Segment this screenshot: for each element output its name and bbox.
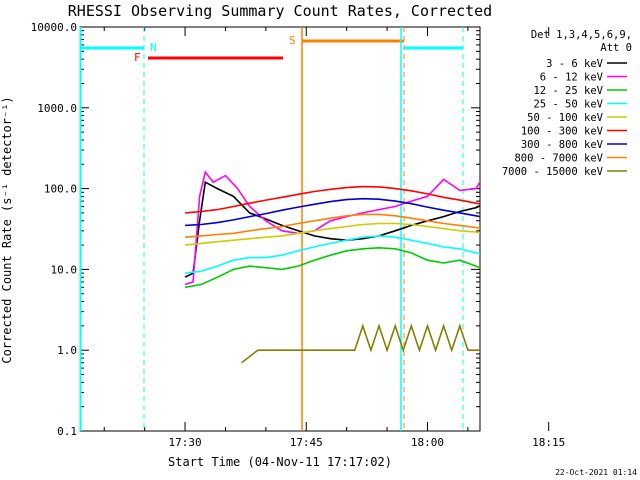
legend-entry-12-25-kev: 12 - 25 keV [533, 85, 603, 97]
y-tick-label: 10000.0 [31, 21, 77, 34]
night-label: N [150, 41, 157, 54]
x-tick-label: 17:45 [290, 436, 323, 449]
legend-header-line-2: Att 0 [600, 42, 632, 54]
legend: Det 1,3,4,5,6,9, Att 0 3 - 6 keV 6 - 12 k… [502, 29, 632, 178]
legend-entry-300-800-kev: 300 - 800 keV [521, 139, 604, 151]
legend-entry-100-300-kev: 100 - 300 keV [521, 126, 604, 138]
series-line-25-50-kev [185, 235, 480, 274]
x-tick-label: 17:30 [168, 436, 201, 449]
x-tick-label: 18:15 [532, 436, 565, 449]
plot-area: 0.1 1.0 10.0 100.0 1000.0 10000.0 17:30 17:45 18… [31, 21, 566, 449]
saa-label: S [289, 34, 296, 47]
legend-entry-800-7000-kev: 800 - 7000 keV [514, 153, 603, 165]
legend-entry-6-12-kev: 6 - 12 keV [540, 72, 604, 84]
legend-entry-25-50-kev: 25 - 50 keV [533, 99, 603, 111]
chart-title: RHESSI Observing Summary Count Rates, Co… [68, 2, 492, 20]
y-tick-label: 0.1 [57, 425, 77, 438]
legend-entry-7000-15000-kev: 7000 - 15000 keV [502, 166, 604, 178]
x-tick-label: 18:00 [411, 436, 444, 449]
series-line-300-800-kev [185, 197, 480, 227]
y-tick-label: 1.0 [57, 344, 77, 357]
series-line-50-100-kev [185, 222, 480, 246]
y-tick-label: 1000.0 [37, 102, 77, 115]
timestamp: 22-Oct-2021 01:14 [555, 468, 637, 477]
legend-entry-3-6-kev: 3 - 6 keV [546, 58, 604, 70]
series-line-12-25-kev [184, 246, 480, 289]
legend-header-line-1: Det 1,3,4,5,6,9, [531, 29, 632, 41]
legend-entry-50-100-kev: 50 - 100 keV [527, 112, 604, 124]
y-tick-label: 10.0 [51, 263, 78, 276]
series-line-3-6-kev [184, 180, 480, 278]
series-line-100-300-kev [185, 185, 480, 214]
x-axis-label: Start Time (04-Nov-11 17:17:02) [168, 455, 392, 469]
flare-label: F [134, 51, 141, 64]
series-line-7000-15000-kev [241, 323, 480, 364]
y-axis-label: Corrected Count Rate (s⁻¹ detector⁻¹) [0, 96, 14, 363]
y-tick-label: 100.0 [44, 183, 77, 196]
series-line-800-7000-kev [185, 213, 480, 238]
